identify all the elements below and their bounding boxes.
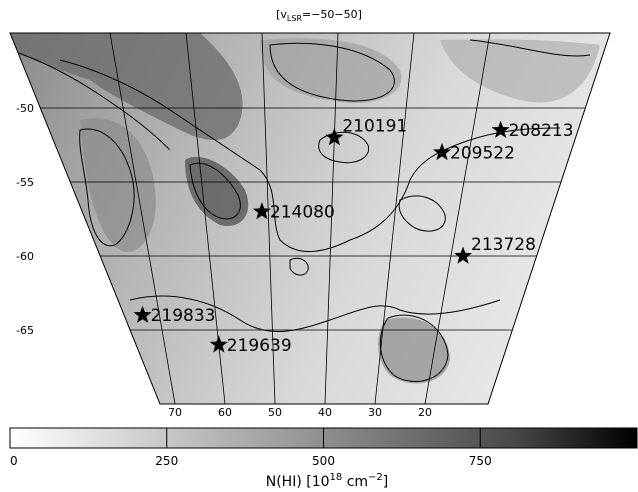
star-marker-219639 [209,335,228,353]
map-area [10,33,610,404]
map-outline [9,32,611,405]
x-tick-label: 60 [218,406,232,419]
lon-gridline [374,32,415,405]
star-label-219639: 219639 [227,336,292,356]
map-background [10,33,610,404]
lon-gridline [261,32,276,405]
dense-region-south [378,317,450,384]
colorbar-tick-label: 0 [10,454,18,468]
contour-9 [269,42,395,102]
star-label-213728: 213728 [471,235,536,255]
star-label-210191: 210191 [342,117,407,137]
coordinate-grid [40,32,586,405]
lon-gridline [324,32,339,405]
x-tick-label: 20 [418,406,432,419]
contour-5 [129,295,501,333]
contour-8 [10,49,171,151]
contour-2 [79,128,135,247]
contour-7 [289,257,309,276]
x-tick-label: 30 [368,406,382,419]
star-marker-208213 [491,120,510,138]
contour-10 [398,195,446,232]
star-label-208213: 208213 [509,121,574,141]
star-marker-213728 [454,246,472,264]
star-label-214080: 214080 [270,203,335,223]
lon-gridline [109,32,176,405]
dense-region-west [80,118,156,252]
colorbar-label: N(HI) [1018 cm−2] [266,472,389,490]
x-tick-label: 70 [168,406,182,419]
star-label-209522: 209522 [450,143,515,163]
x-tick-label: 40 [318,406,332,419]
y-tick-label: -65 [16,324,34,337]
star-marker-219833 [133,305,152,323]
contour-4 [318,131,370,164]
y-tick-label: -55 [16,176,34,189]
colorbar-tick-label: 750 [469,454,492,468]
colorbar-tick-label: 250 [155,454,178,468]
contour-3 [189,162,241,220]
colorbar-ticks: 0 250 500 750 [9,428,492,468]
contour-1 [59,59,561,253]
dense-region-northwest [10,33,243,140]
y-tick-labels: -50 -55 -60 -65 [16,102,34,337]
y-tick-label: -50 [16,102,34,115]
star-label-219833: 219833 [151,306,216,326]
contour-11 [469,39,591,57]
star-marker-210191 [325,128,344,146]
y-tick-label: -60 [16,250,34,263]
colorbar-tick-label: 500 [312,454,335,468]
chart-title: [vLSR=−50−50] [276,8,362,23]
x-tick-label: 50 [268,406,282,419]
colorbar: 0 250 500 750 N(HI) [1018 cm−2] [9,427,638,490]
lon-gridline [424,32,491,405]
x-tick-labels: 70 60 50 40 30 20 [168,406,432,419]
star-marker-209522 [433,142,452,161]
star-marker-214080 [252,202,271,220]
